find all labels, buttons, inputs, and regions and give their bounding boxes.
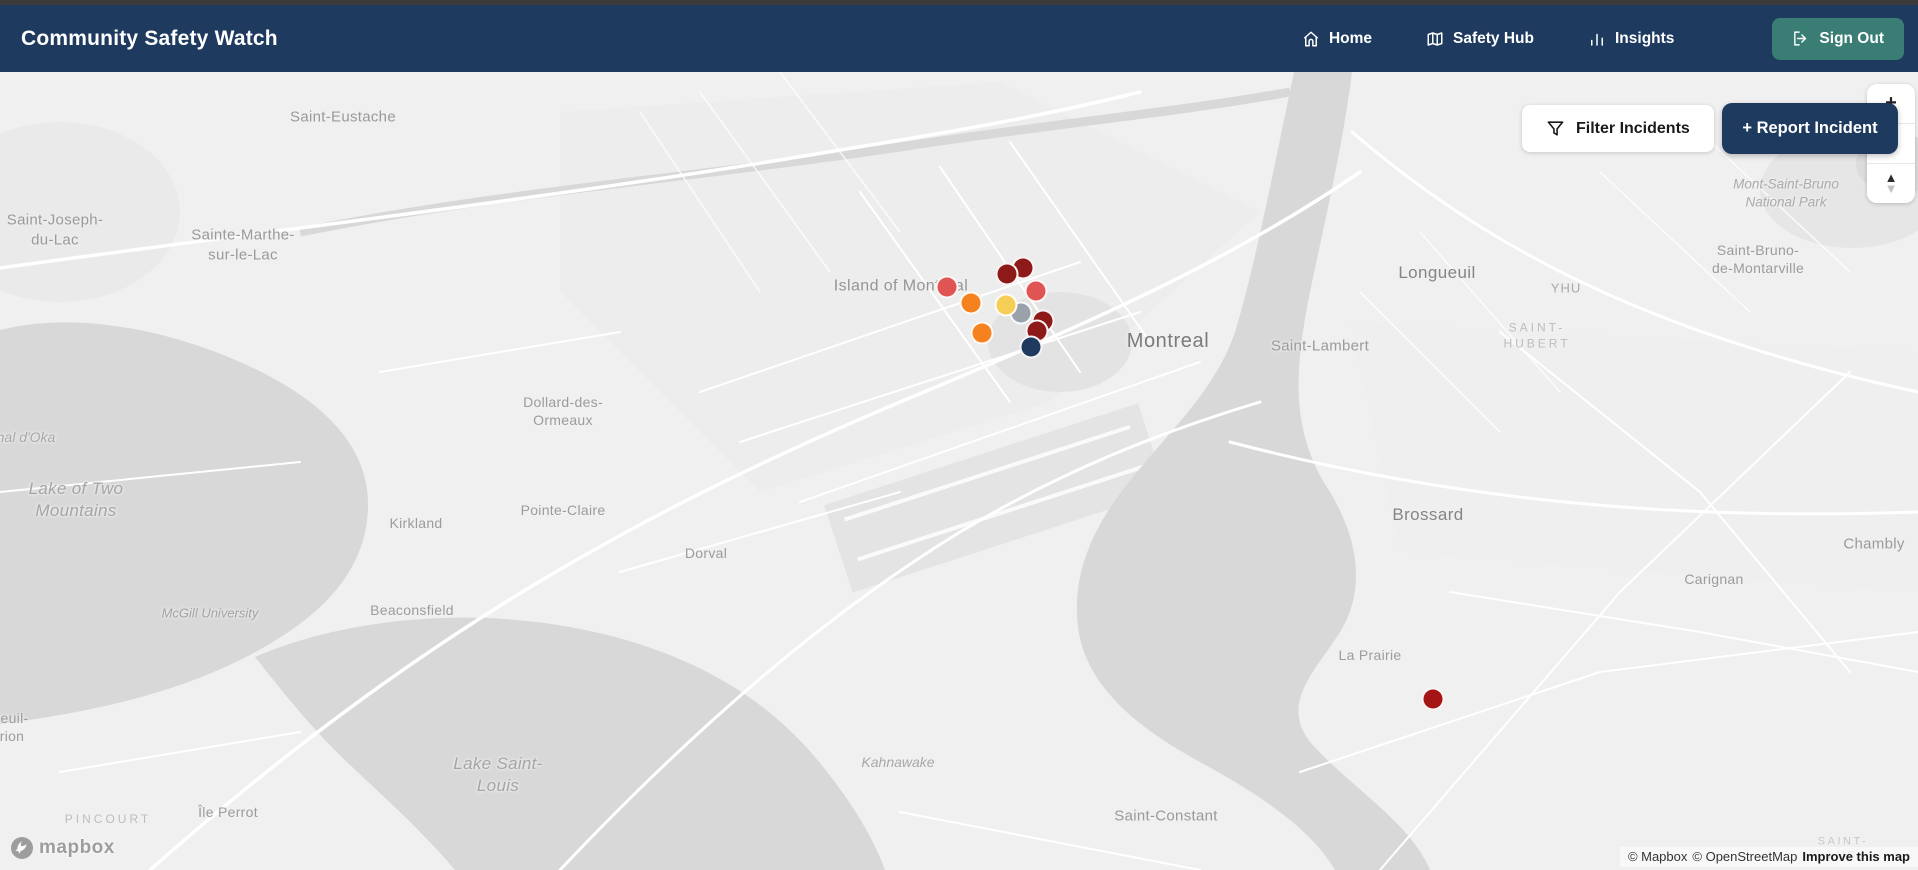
incident-marker[interactable]: [935, 275, 959, 299]
main-nav: Home Safety Hub Insights Sign Out: [1302, 17, 1904, 60]
nav-item-home[interactable]: Home: [1302, 30, 1372, 48]
home-icon: [1303, 31, 1319, 46]
incident-marker[interactable]: [1019, 335, 1043, 359]
map-markers-layer: [0, 72, 1918, 870]
nav-item-label: Home: [1328, 29, 1373, 47]
incident-marker[interactable]: [994, 293, 1018, 317]
incident-marker[interactable]: [959, 291, 983, 315]
map-attribution: © Mapbox © OpenStreetMap Improve this ma…: [1619, 847, 1918, 867]
sign-out-label: Sign Out: [1819, 29, 1884, 47]
incident-marker[interactable]: [1024, 279, 1048, 303]
report-incident-label: + Report Incident: [1742, 119, 1878, 137]
window-top-strip: [0, 0, 1918, 5]
incident-marker[interactable]: [1421, 687, 1445, 711]
map-container[interactable]: Saint-Eustache Saint-Joseph- du-Lac Sainte…: [0, 72, 1918, 870]
map-canvas: [0, 72, 1918, 870]
nav-item-label: Safety Hub: [1453, 29, 1534, 47]
filter-incidents-button[interactable]: Filter Incidents: [1522, 105, 1714, 152]
filter-incidents-label: Filter Incidents: [1576, 119, 1690, 137]
incident-marker[interactable]: [970, 321, 994, 345]
report-incident-button[interactable]: + Report Incident: [1722, 103, 1898, 154]
control-divider: [1867, 163, 1915, 164]
mapbox-logo-word: mapbox: [39, 837, 115, 858]
sign-out-button[interactable]: Sign Out: [1772, 17, 1904, 60]
incident-marker[interactable]: [995, 262, 1019, 286]
attribution-mapbox-link[interactable]: © Mapbox: [1627, 849, 1688, 864]
nav-item-safety-hub[interactable]: Safety Hub: [1426, 30, 1534, 48]
mapbox-logo-icon: [11, 837, 33, 859]
pitch-down-arrow: ▼: [1884, 180, 1898, 196]
attribution-improve-link[interactable]: Improve this map: [1802, 849, 1910, 864]
funnel-icon: [1547, 121, 1564, 136]
attribution-osm-link[interactable]: © OpenStreetMap: [1692, 849, 1798, 864]
sign-out-icon: [1794, 31, 1807, 46]
app-title: Community Safety Watch: [21, 26, 278, 50]
map-icon: [1427, 31, 1443, 46]
pitch-up-arrow: ▲: [1884, 170, 1898, 186]
mapbox-logo[interactable]: mapbox: [10, 836, 115, 860]
nav-item-label: Insights: [1615, 29, 1675, 47]
bar-chart-icon: [1591, 33, 1603, 46]
pitch-toggle-button[interactable]: ▲ ▼: [1867, 164, 1915, 203]
nav-item-insights[interactable]: Insights: [1588, 30, 1674, 48]
app-header: Community Safety Watch Home Safety Hub I…: [0, 5, 1918, 72]
